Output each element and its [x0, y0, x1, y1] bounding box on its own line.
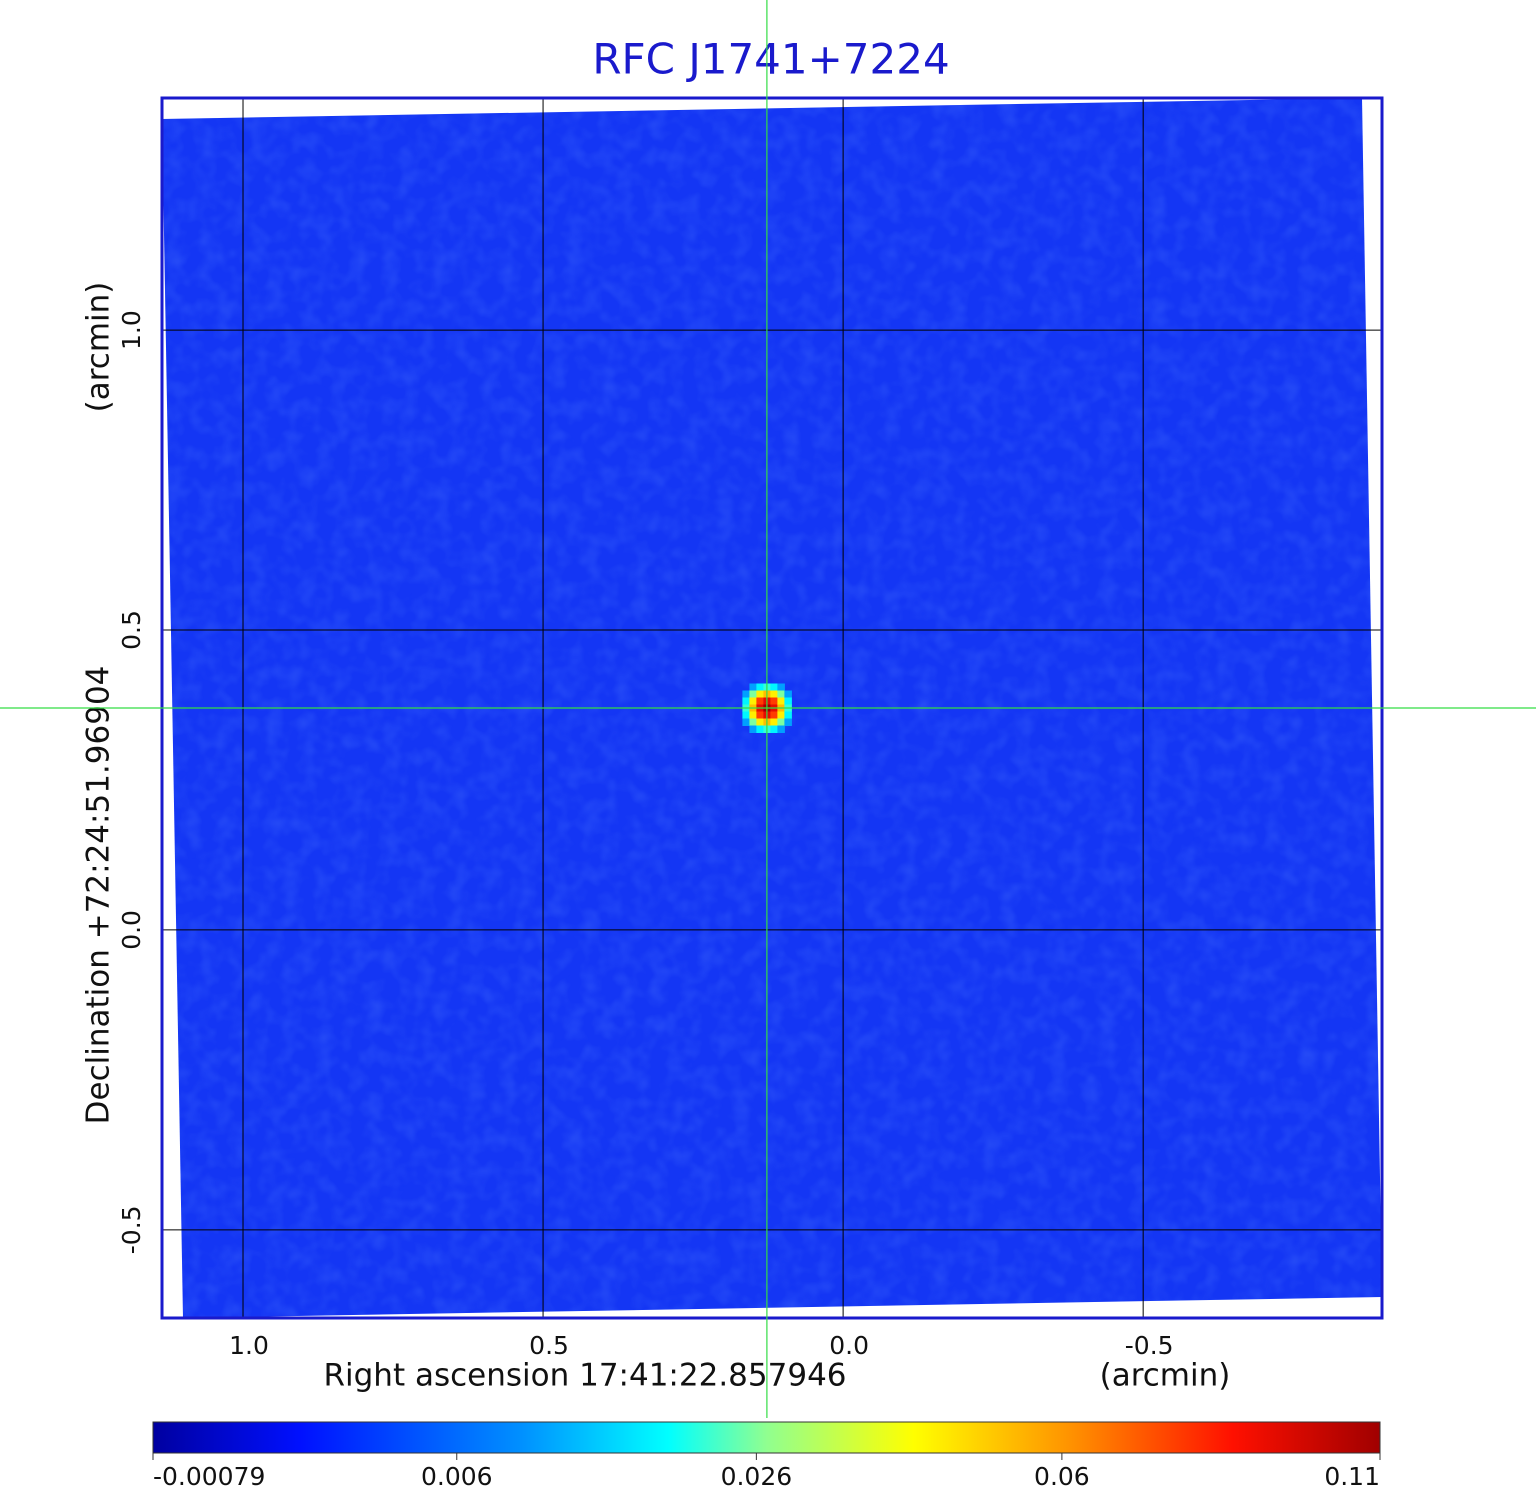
- source-pixel: [756, 711, 764, 719]
- source-pixel: [742, 697, 750, 705]
- source-pixel: [777, 718, 785, 726]
- x-axis-unit: (arcmin): [1100, 1358, 1231, 1394]
- source-pixel: [770, 683, 778, 691]
- colorbar-tick-label: 0.006: [421, 1462, 493, 1491]
- x-tick-label: 1.0: [229, 1331, 269, 1360]
- x-axis-label: Right ascension 17:41:22.857946: [323, 1358, 846, 1394]
- source-pixel: [749, 683, 757, 691]
- x-tick-label: 0.0: [829, 1331, 869, 1360]
- y-tick-label: 0.5: [117, 610, 146, 650]
- x-tick-label: -0.5: [1125, 1331, 1174, 1360]
- source-pixel: [756, 697, 764, 705]
- y-axis-label: Declination +72:24:51.96904: [81, 666, 117, 1125]
- y-axis-unit: (arcmin): [81, 282, 117, 413]
- source-pixel: [770, 697, 778, 705]
- source-pixel: [770, 725, 778, 733]
- source-pixel: [770, 711, 778, 719]
- y-tick-label: 1.0: [117, 310, 146, 350]
- source-pixel: [756, 683, 764, 691]
- source-pixel: [777, 711, 785, 719]
- source-pixel: [784, 718, 792, 726]
- colorbar-tick-label: 0.06: [1034, 1462, 1090, 1491]
- source-pixel: [777, 690, 785, 698]
- source-pixel: [749, 697, 757, 705]
- source-pixel: [777, 683, 785, 691]
- source-pixel: [749, 718, 757, 726]
- source-pixel: [742, 718, 750, 726]
- source-pixel: [742, 690, 750, 698]
- source-pixel: [749, 725, 757, 733]
- source-pixel: [770, 690, 778, 698]
- source-pixel: [749, 690, 757, 698]
- source-pixel: [777, 725, 785, 733]
- source-pixel: [756, 718, 764, 726]
- colorbar-tick-label: -0.00079: [153, 1462, 265, 1491]
- x-tick-label: 0.5: [529, 1331, 569, 1360]
- source-pixel: [756, 725, 764, 733]
- colorbar-tick-label: 0.026: [721, 1462, 793, 1491]
- y-tick-label: -0.5: [117, 1205, 146, 1254]
- chart-title: RFC J1741+7224: [592, 35, 949, 84]
- source-pixel: [784, 711, 792, 719]
- y-tick-label: 0.0: [117, 910, 146, 950]
- colorbar-tick-label: 0.11: [1324, 1462, 1380, 1491]
- source-pixel: [756, 690, 764, 698]
- colorbar: [152, 1421, 1381, 1454]
- source-pixel: [770, 718, 778, 726]
- source-pixel: [784, 690, 792, 698]
- source-pixel: [742, 711, 750, 719]
- source: [742, 683, 792, 733]
- source-pixel: [784, 697, 792, 705]
- source-pixel: [749, 711, 757, 719]
- source-pixel: [777, 697, 785, 705]
